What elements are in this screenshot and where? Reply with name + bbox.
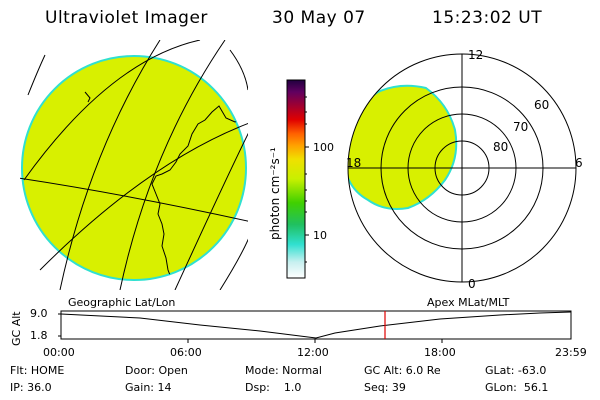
apex-mlat-mlt-label: Apex MLat/MLT — [427, 296, 510, 309]
lat-lon-grid — [20, 40, 248, 290]
mlt-label-6: 6 — [575, 156, 583, 170]
timeline-xtick-0600: 06:00 — [170, 346, 202, 359]
status-dsp: Dsp: 1.0 — [245, 381, 302, 394]
mlt-label-18: 18 — [346, 156, 362, 170]
status-gc-alt: GC Alt: 6.0 Re — [364, 364, 441, 377]
altitude-curve — [60, 311, 572, 339]
status-mode: Mode: Normal — [245, 364, 322, 377]
status-glon: GLon: 56.1 — [485, 381, 549, 394]
colorbar-unit-label: photon cm⁻²s⁻¹ — [268, 147, 282, 240]
status-flt: Flt: HOME — [10, 364, 65, 377]
timeline-xtick-0000: 00:00 — [43, 346, 75, 359]
timeline-xtick-2359: 23:59 — [555, 346, 587, 359]
mlat-label-80: 80 — [493, 140, 509, 154]
polar-uv-oval — [348, 84, 458, 210]
status-gain: Gain: 14 — [125, 381, 172, 394]
colorbar — [286, 79, 309, 279]
colorbar-tick-10: 10 — [313, 229, 327, 242]
image-time: 15:23:02 UT — [432, 8, 543, 28]
status-ip: IP: 36.0 — [10, 381, 52, 394]
instrument-title: Ultraviolet Imager — [45, 8, 208, 28]
colorbar-tick-100: 100 — [313, 141, 334, 154]
timeline-ylabel: GC Alt — [10, 311, 23, 346]
timeline-ytick-1-8: 1.8 — [30, 329, 48, 342]
status-glat: GLat: -63.0 — [485, 364, 547, 377]
polar-grid — [347, 53, 577, 283]
status-door: Door: Open — [125, 364, 188, 377]
mlat-label-60: 60 — [534, 98, 550, 112]
image-date: 30 May 07 — [272, 8, 366, 28]
mlat-label-70: 70 — [513, 120, 529, 134]
geo-lat-lon-label: Geographic Lat/Lon — [68, 296, 176, 309]
altitude-timeline — [58, 310, 572, 343]
mlt-label-0: 0 — [468, 277, 476, 291]
status-seq: Seq: 39 — [364, 381, 406, 394]
coastline — [84, 91, 246, 280]
geographic-image — [20, 40, 248, 290]
colorbar-gradient — [286, 79, 306, 279]
mlt-label-12: 12 — [468, 48, 484, 62]
timeline-xtick-1200: 12:00 — [297, 346, 329, 359]
timeline-xtick-1800: 18:00 — [424, 346, 456, 359]
timeline-ytick-9: 9.0 — [30, 307, 48, 320]
uv-image-disk — [21, 55, 247, 281]
polar-plot — [347, 53, 577, 283]
